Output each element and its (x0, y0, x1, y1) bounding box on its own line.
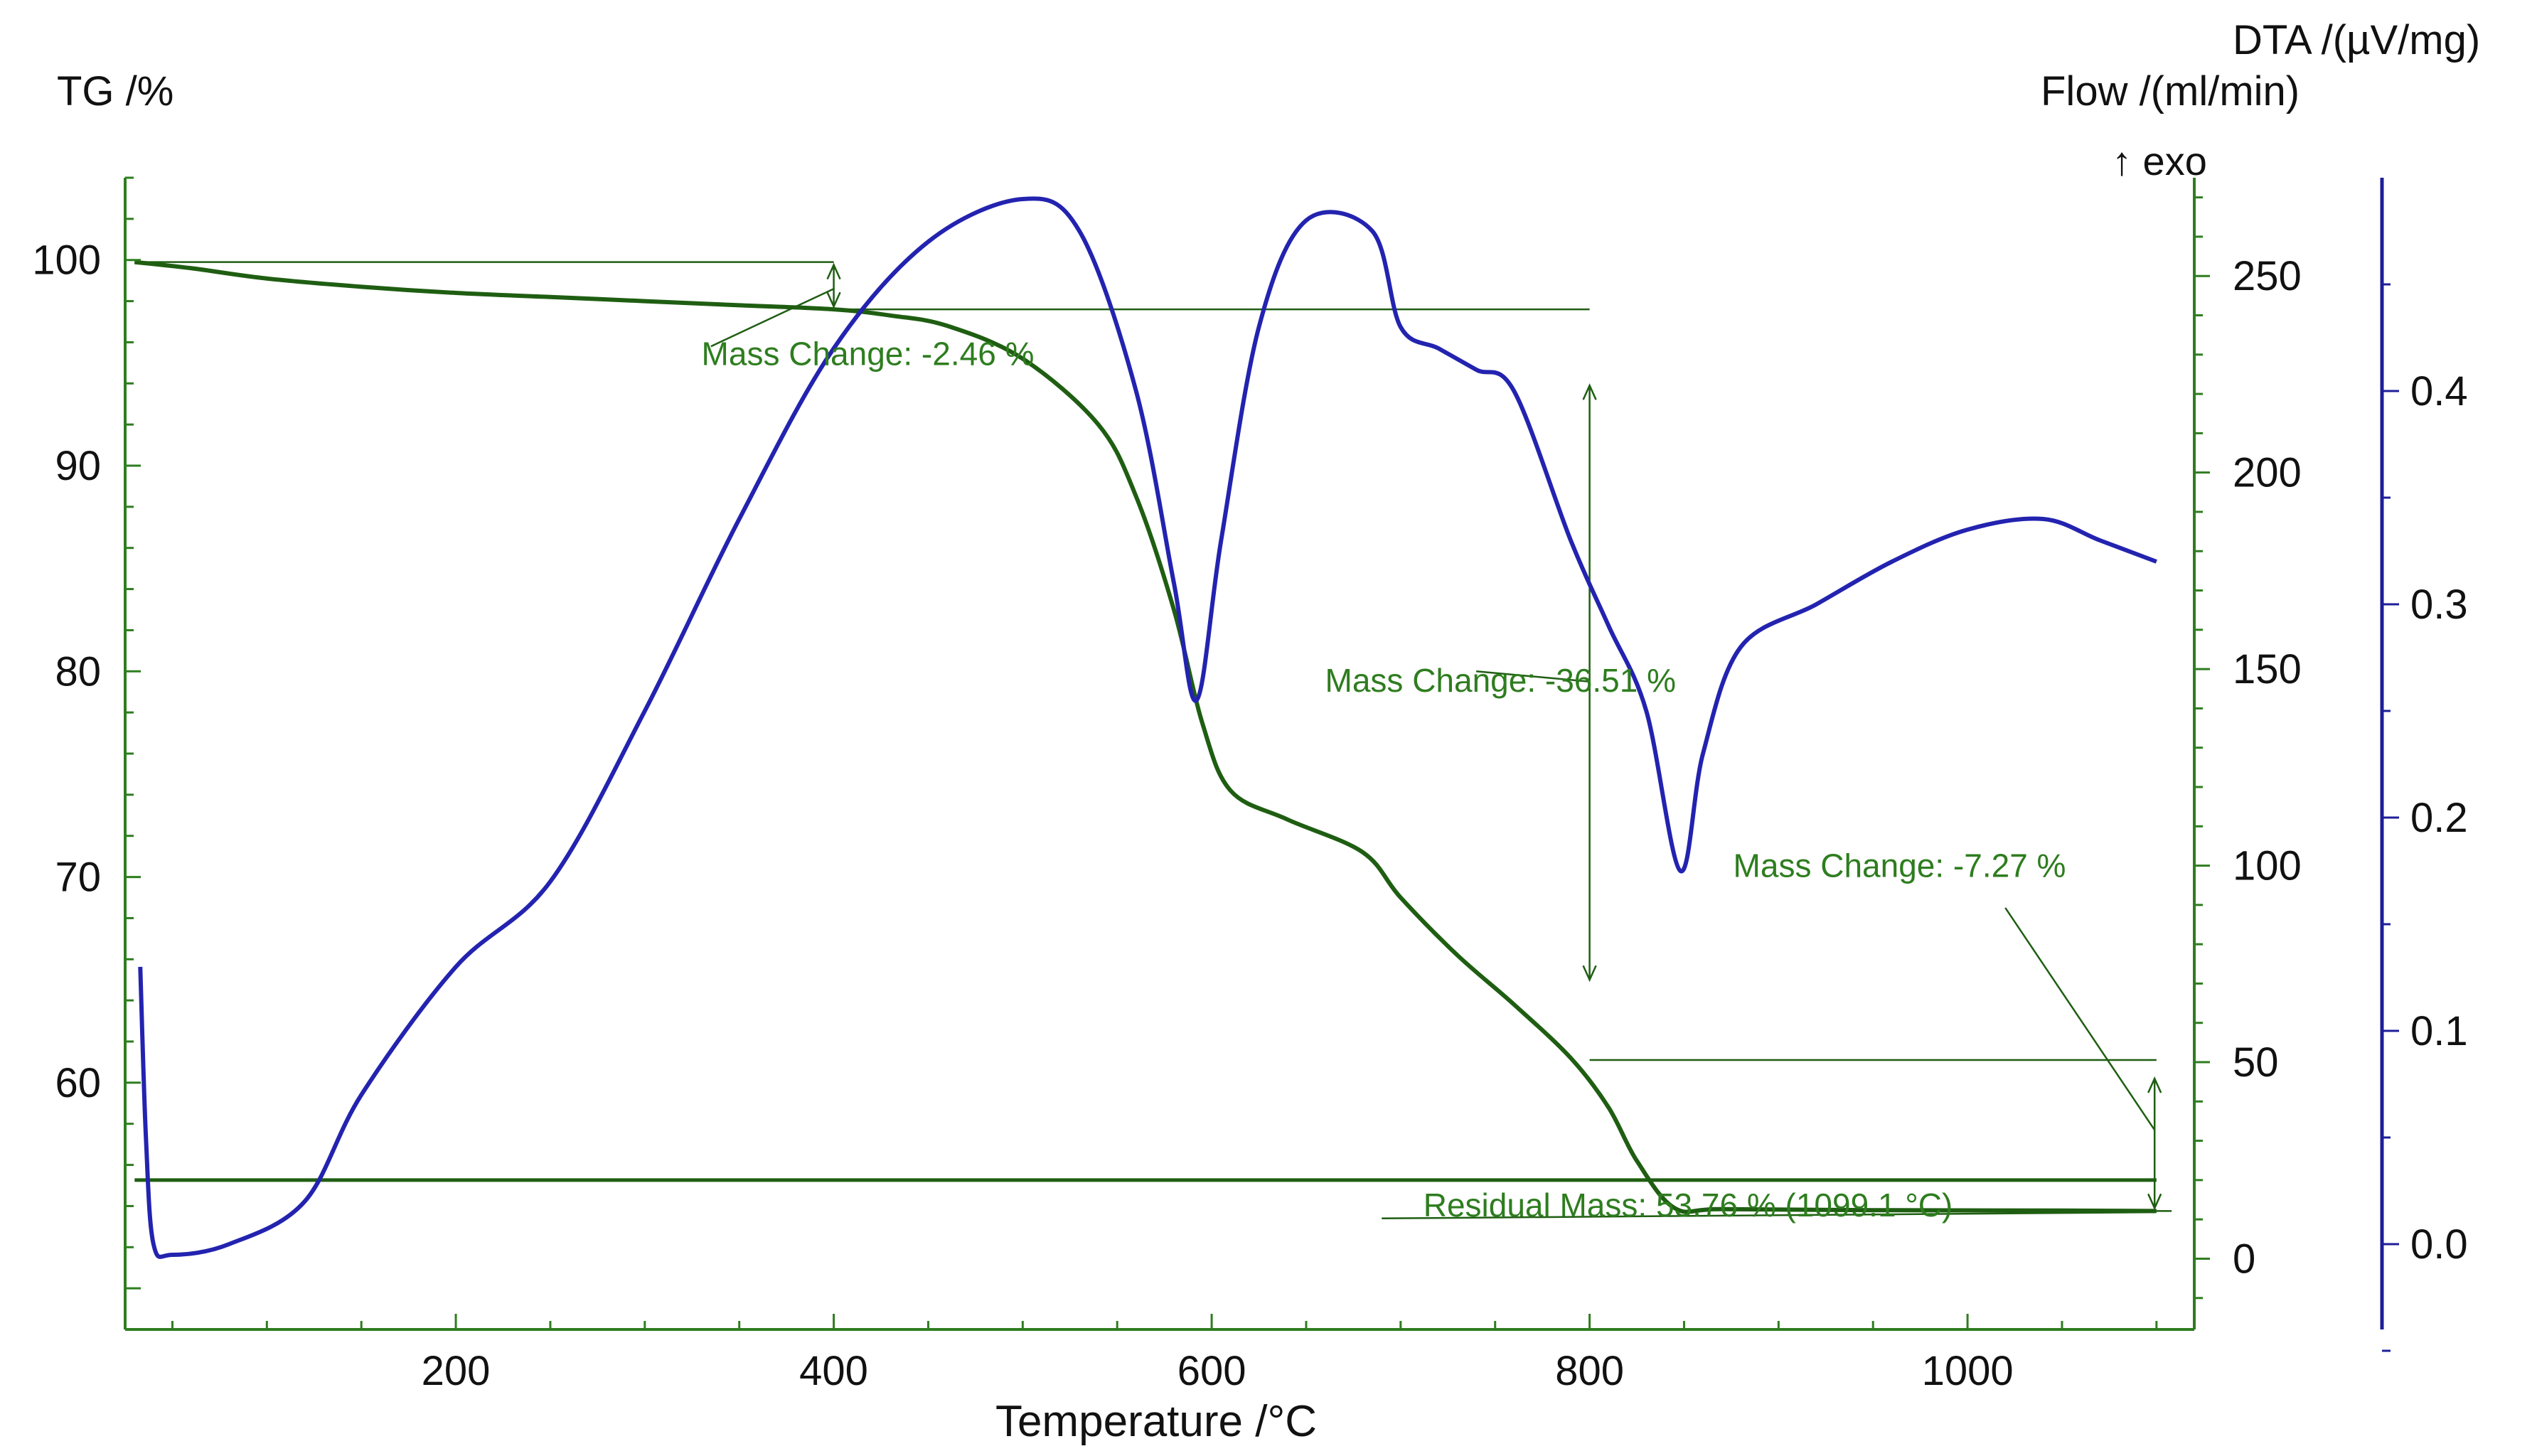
x-tick-label: 800 (1555, 1348, 1624, 1394)
dta-axis-label: DTA /(µV/mg) (2233, 17, 2480, 63)
dta-tick-label: 0.4 (2410, 368, 2468, 414)
step1-leader (710, 288, 835, 348)
tg-tick-label: 100 (32, 237, 101, 284)
data-series (134, 196, 2157, 1259)
annotation-label-4: Residual Mass: 53.76 % (1099.1 °C) (1424, 1187, 1953, 1224)
step2-arrow-head-down (1582, 965, 1597, 983)
exo-indicator: ↑ exo (2112, 139, 2207, 183)
step1-arrow-head-up (826, 262, 841, 280)
dta-tick-label: 0.0 (2410, 1221, 2468, 1268)
x-tick-label: 400 (799, 1348, 868, 1394)
step2-leader (1476, 670, 1590, 682)
annotation-label-3: Mass Change: -7.27 % (1734, 847, 2066, 884)
x-axis-label: Temperature /°C (995, 1397, 1317, 1446)
tg-tick-label: 60 (55, 1060, 101, 1106)
flow-tick-label: 250 (2233, 253, 2302, 299)
step3-arrow-head-up (2147, 1076, 2162, 1093)
flow-tick-label: 0 (2233, 1236, 2255, 1282)
step2-arrow-head-up (1582, 383, 1597, 400)
x-tick-label: 1000 (1922, 1348, 2014, 1394)
step3-leader (2004, 907, 2156, 1131)
dta-tick-label: 0.2 (2410, 795, 2468, 841)
annotation-guides (134, 261, 2172, 1220)
tg-tick-label: 90 (55, 443, 101, 489)
tick-marks (125, 176, 2399, 1352)
dta-series-line (138, 196, 2157, 1259)
annotation-label-1: Mass Change: -2.46 % (702, 335, 1035, 372)
flow-tick-label: 200 (2233, 450, 2302, 496)
x-tick-label: 200 (422, 1348, 491, 1394)
tg-tick-label: 70 (55, 855, 101, 901)
tg-series-line (134, 259, 2157, 1214)
flow-tick-label: 50 (2233, 1039, 2279, 1086)
residual-leader (1382, 1211, 2155, 1220)
step3-arrow-head-down (2147, 1193, 2162, 1211)
x-tick-label: 600 (1177, 1348, 1246, 1394)
flow-axis-label: Flow /(ml/min) (2041, 68, 2300, 114)
dta-tick-label: 0.3 (2410, 582, 2468, 628)
tg-axis-label: TG /% (57, 68, 173, 114)
flow-tick-label: 150 (2233, 646, 2302, 692)
tg-tick-label: 80 (55, 648, 101, 695)
step1-arrow-head-down (826, 291, 841, 309)
flow-tick-label: 100 (2233, 843, 2302, 889)
annotation-label-2: Mass Change: -36.51 % (1325, 662, 1676, 699)
dta-tick-label: 0.1 (2410, 1008, 2468, 1054)
